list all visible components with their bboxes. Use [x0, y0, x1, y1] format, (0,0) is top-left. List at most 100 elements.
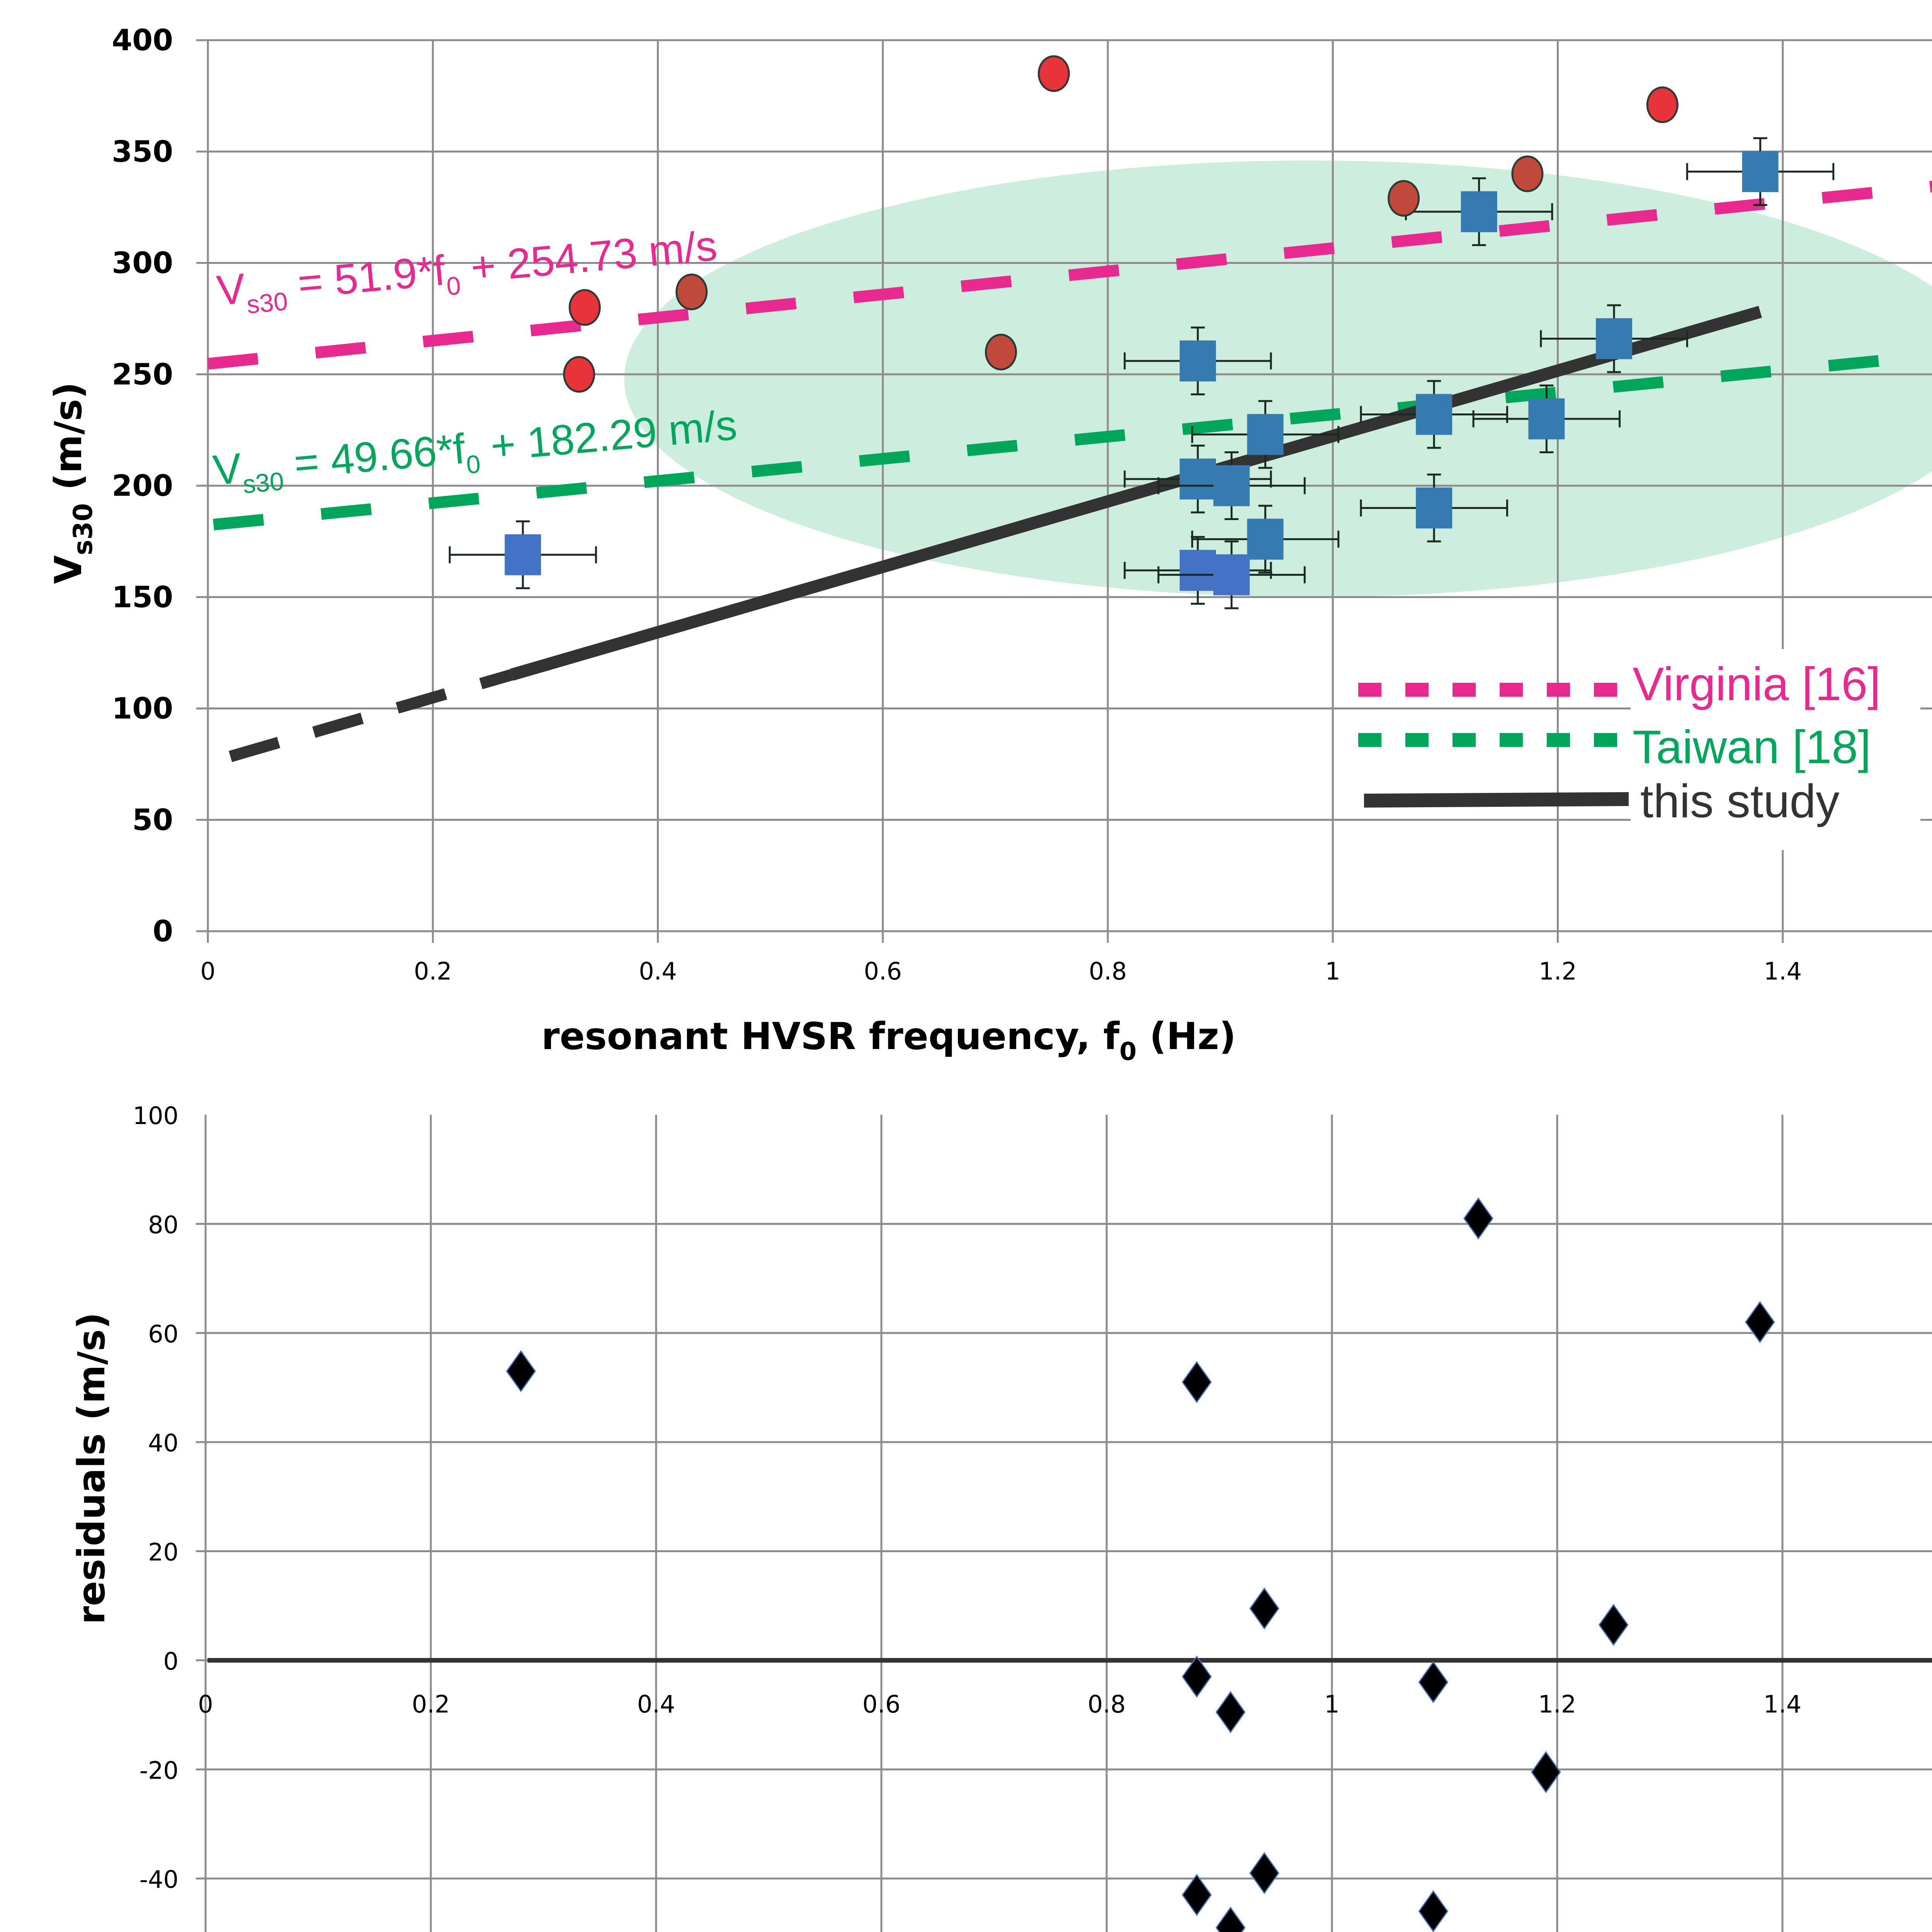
- highlight-ellipse: [624, 160, 1932, 597]
- y-tick-label: 0: [163, 1647, 179, 1675]
- residual-diamond: [1182, 1361, 1212, 1403]
- data-point-virginia: [1646, 86, 1679, 123]
- top-x-axis-title: resonant HVSR frequency, f0 (Hz): [541, 1015, 1236, 1066]
- y-tick-label: 20: [148, 1538, 179, 1566]
- this-study-line: [510, 306, 1762, 681]
- x-title-main: resonant HVSR frequency, f: [541, 1015, 1120, 1058]
- square-marker: [1179, 550, 1216, 591]
- data-point-this-study: [1191, 400, 1340, 469]
- highlight-region: [624, 160, 1932, 597]
- data-point-this-study: [1157, 451, 1306, 520]
- x-tick-label: 1.4: [1764, 957, 1802, 985]
- data-point-virginia: [1511, 155, 1544, 192]
- x-title-suffix: (Hz): [1137, 1015, 1236, 1058]
- y-tick-label: 40: [148, 1429, 179, 1457]
- square-marker: [1247, 519, 1284, 560]
- x-title-sub: 0: [1119, 1037, 1137, 1066]
- taiwan-line: [213, 350, 1932, 531]
- eq-mid: = 49.66*f: [280, 425, 467, 488]
- data-point-virginia: [1037, 55, 1070, 92]
- data-point-this-study: [1360, 473, 1508, 543]
- data-point-this-study: [1124, 536, 1272, 605]
- y-tick-label: 350: [112, 134, 173, 168]
- square-marker: [1247, 414, 1284, 455]
- taiwan-equation: Vs30 = 49.66*f0 + 182.29 m/s: [211, 401, 739, 501]
- data-point-virginia: [1388, 180, 1420, 217]
- x-tick-label: 0: [200, 957, 215, 985]
- x-tick-label: 1: [1324, 1690, 1339, 1718]
- y-tick-label: 100: [133, 1102, 179, 1130]
- bottom-grid: [196, 1115, 1932, 1932]
- y-tick-label: -20: [139, 1756, 179, 1784]
- x-tick-label: 0.4: [639, 957, 677, 985]
- data-point-virginia: [568, 289, 601, 326]
- data-point-virginia: [563, 356, 595, 393]
- y-tick-label: 0: [153, 914, 173, 948]
- square-marker: [1179, 458, 1216, 500]
- y-tick-label: 80: [148, 1211, 179, 1239]
- square-marker: [1213, 554, 1250, 595]
- residual-diamond: [1215, 1906, 1246, 1932]
- y-title-main: V: [47, 555, 90, 584]
- y-tick-label: 150: [112, 580, 173, 614]
- y-tick-label: 60: [148, 1320, 179, 1348]
- vs30-chart: 00.20.40.60.811.21.41.605010015020025030…: [47, 23, 1932, 1066]
- data-point-this-study: [1124, 327, 1272, 396]
- x-tick-label: 1.2: [1539, 957, 1577, 985]
- virginia-equation: Vs30 = 51.9*f0 + 254.73 m/s: [215, 222, 719, 321]
- bottom-y-axis-title: residuals (m/s): [70, 1312, 113, 1624]
- data-point-this-study: [1124, 444, 1272, 514]
- residual-diamond: [1182, 1874, 1212, 1916]
- this-study-extrapolated-line: [229, 669, 514, 762]
- legend-label-this-study: this study: [1640, 775, 1839, 827]
- y-tick-label: 100: [112, 691, 173, 726]
- virginia-line: [207, 180, 1932, 370]
- y-tick-label: 300: [112, 246, 173, 280]
- regression-lines: [207, 180, 1932, 762]
- data-point-this-study: [1686, 137, 1835, 206]
- data-point-this-study: [1191, 505, 1340, 574]
- square-marker: [1416, 394, 1452, 435]
- square-marker: [1461, 191, 1497, 232]
- square-marker: [1213, 465, 1250, 506]
- residual-diamond: [1418, 1890, 1449, 1932]
- y-tick-label: 50: [132, 803, 173, 837]
- x-tick-label: 0.6: [864, 957, 902, 985]
- eq-sub: s30: [245, 287, 289, 319]
- legend-swatch-this-study: [1364, 792, 1629, 808]
- eq-prefix: V: [211, 444, 243, 494]
- y-title-sub: s30: [68, 503, 99, 555]
- bottom-axis-ticks: 00.20.40.60.811.21.41.6-60-40-2002040608…: [133, 1102, 1802, 1894]
- x-tick-label: 0.8: [1089, 957, 1127, 985]
- top-y-axis-title: Vs30 (m/s): [47, 382, 99, 584]
- residual-diamond: [1598, 1604, 1629, 1646]
- eq-prefix: V: [215, 265, 247, 315]
- y-tick-label: -40: [139, 1866, 179, 1894]
- residual-diamond: [1215, 1691, 1246, 1733]
- x-tick-label: 0.8: [1088, 1690, 1126, 1718]
- square-marker: [1416, 487, 1452, 529]
- top-axis-ticks: 00.20.40.60.811.21.41.605010015020025030…: [112, 23, 1802, 985]
- x-tick-label: 0: [198, 1690, 213, 1718]
- residual-diamond: [1249, 1587, 1279, 1630]
- x-tick-label: 1.4: [1764, 1690, 1802, 1718]
- data-point-virginia: [985, 333, 1017, 371]
- residual-diamond: [1249, 1852, 1279, 1895]
- residuals-chart: 00.20.40.60.811.21.41.6-60-40-2002040608…: [70, 1102, 1932, 1932]
- residual-diamond: [1182, 1655, 1212, 1698]
- eq-sub2: 0: [445, 271, 462, 301]
- eq-mid: = 51.9*f: [284, 247, 447, 308]
- x-tick-label: 0.6: [862, 1690, 901, 1718]
- data-points: [449, 55, 1835, 609]
- residual-diamond: [1463, 1197, 1493, 1240]
- square-marker: [505, 534, 541, 575]
- residual-diamond: [1531, 1751, 1561, 1793]
- data-point-this-study: [449, 520, 597, 589]
- legend: Virginia [16] Taiwan [18] this study: [1358, 649, 1920, 850]
- x-tick-label: 1.2: [1538, 1690, 1577, 1718]
- x-tick-label: 0.2: [414, 957, 452, 985]
- data-point-this-study: [1405, 177, 1553, 246]
- x-tick-label: 1: [1325, 957, 1340, 985]
- residual-diamond: [1745, 1301, 1775, 1344]
